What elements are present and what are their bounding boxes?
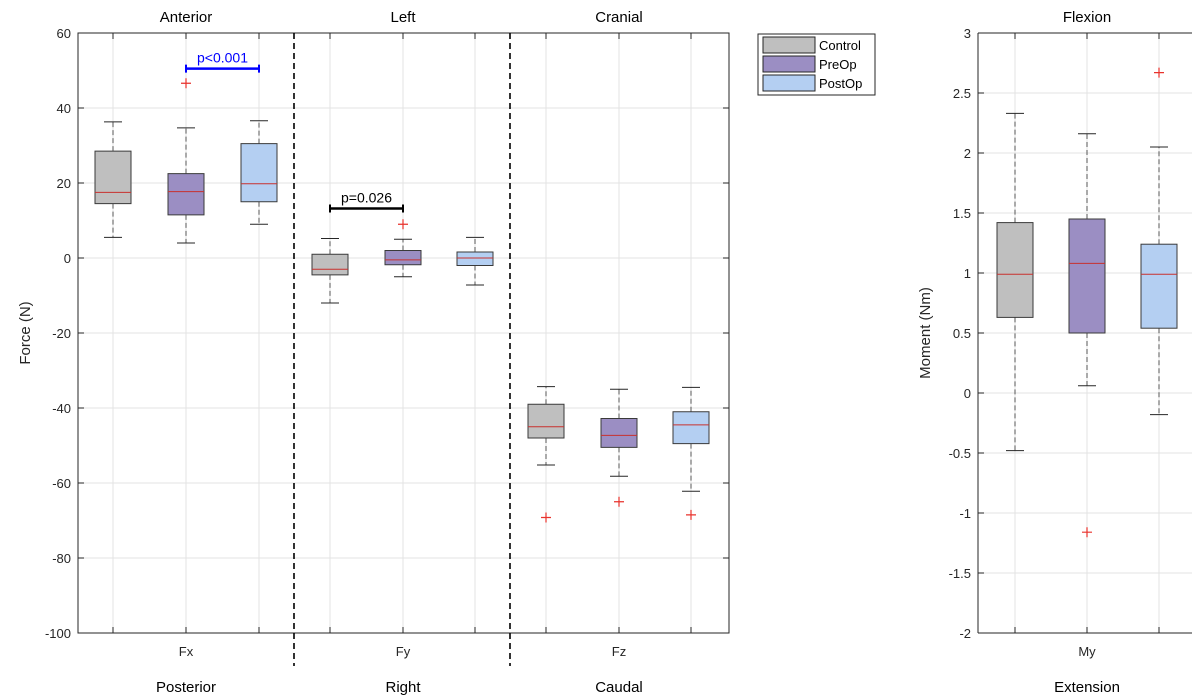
force-xtick-label: Fx bbox=[179, 644, 194, 659]
force-significance: p<0.001 p=0.026 bbox=[185, 50, 404, 213]
moment-ytick-label: 3 bbox=[964, 26, 971, 41]
moment-y-axis-label: Moment (Nm) bbox=[917, 287, 934, 379]
control-box bbox=[311, 253, 349, 276]
force-ytick-label: 60 bbox=[57, 26, 71, 41]
legend-swatch-control bbox=[762, 36, 816, 54]
legend-label-preop: PreOp bbox=[819, 57, 857, 72]
postop-box bbox=[456, 251, 494, 266]
force-ytick-label: -60 bbox=[52, 476, 71, 491]
moment-y-ticks: 3 2.5 2 1.5 1 0.5 0 -0.5 -1 -1.5 -2 bbox=[949, 26, 984, 641]
control-outlier bbox=[541, 512, 551, 523]
force-top-direction-label: Cranial bbox=[595, 9, 643, 26]
force-x-ticks: Fx Fy Fz bbox=[112, 33, 692, 659]
significance-label: p=0.026 bbox=[341, 190, 392, 206]
moment-ytick-label: -0.5 bbox=[949, 446, 971, 461]
legend-swatch-postop bbox=[762, 74, 816, 92]
force-dividers bbox=[293, 33, 511, 666]
postop-outlier bbox=[686, 509, 696, 520]
force-boxes bbox=[94, 78, 710, 523]
force-top-direction-label: Anterior bbox=[160, 9, 213, 26]
moment-ytick-label: 2.5 bbox=[953, 86, 971, 101]
legend-label-control: Control bbox=[819, 38, 861, 53]
force-bottom-direction-label: Posterior bbox=[156, 679, 216, 696]
moment-ytick-label: 0.5 bbox=[953, 326, 971, 341]
force-xtick-label: Fy bbox=[396, 644, 411, 659]
significance-label: p<0.001 bbox=[197, 50, 248, 66]
moment-ytick-label: 1.5 bbox=[953, 206, 971, 221]
moment-top-direction-label: Flexion bbox=[1063, 9, 1111, 26]
moment-ytick-label: -1.5 bbox=[949, 566, 971, 581]
preop-box bbox=[384, 250, 422, 266]
postop-outlier bbox=[1154, 67, 1164, 78]
force-top-direction-label: Left bbox=[390, 9, 416, 26]
legend: Control PreOp PostOp bbox=[757, 33, 876, 96]
force-ytick-label: 20 bbox=[57, 176, 71, 191]
postop-box bbox=[240, 143, 278, 203]
legend-swatch-preop bbox=[762, 55, 816, 73]
moment-direction-labels: Flexion Extension bbox=[1054, 9, 1120, 696]
force-direction-labels: Anterior Posterior Left Right Cranial Caudal bbox=[156, 9, 643, 696]
preop-box bbox=[167, 173, 205, 216]
force-ytick-label: 40 bbox=[57, 101, 71, 116]
force-ytick-label: -40 bbox=[52, 401, 71, 416]
preop-box bbox=[1068, 218, 1106, 334]
preop-outlier bbox=[614, 496, 624, 507]
moment-bottom-direction-label: Extension bbox=[1054, 679, 1120, 696]
moment-ytick-label: 2 bbox=[964, 146, 971, 161]
legend-label-postop: PostOp bbox=[819, 76, 862, 91]
force-bottom-direction-label: Caudal bbox=[595, 679, 643, 696]
moment-xtick-label: My bbox=[1078, 644, 1096, 659]
postop-box bbox=[1140, 243, 1178, 329]
force-ytick-label: -20 bbox=[52, 326, 71, 341]
control-box bbox=[527, 403, 565, 439]
moment-ytick-label: -1 bbox=[959, 506, 971, 521]
control-box bbox=[94, 150, 132, 205]
moment-ytick-label: 0 bbox=[964, 386, 971, 401]
moment-ytick-label: 1 bbox=[964, 266, 971, 281]
moment-x-ticks: My bbox=[1014, 33, 1160, 659]
preop-outlier bbox=[1082, 527, 1092, 538]
postop-box bbox=[672, 411, 710, 445]
force-y-ticks: 60 40 20 0 -20 -40 -60 -80 -100 bbox=[45, 26, 729, 641]
control-box bbox=[996, 222, 1034, 318]
force-ytick-label: -80 bbox=[52, 551, 71, 566]
force-ytick-label: -100 bbox=[45, 626, 71, 641]
force-bottom-direction-label: Right bbox=[385, 679, 421, 696]
preop-box bbox=[600, 418, 638, 448]
force-panel: 60 40 20 0 -20 -40 -60 -80 -100 Fx Fy Fz Anterior P… bbox=[17, 9, 730, 696]
moment-panel: 3 2.5 2 1.5 1 0.5 0 -0.5 -1 -1.5 -2 My Flexion Exte… bbox=[917, 9, 1192, 696]
preop-outlier bbox=[181, 78, 191, 89]
force-ytick-label: 0 bbox=[64, 251, 71, 266]
force-xtick-label: Fz bbox=[612, 644, 626, 659]
preop-outlier bbox=[398, 219, 408, 230]
force-y-axis-label: Force (N) bbox=[17, 301, 34, 364]
moment-ytick-label: -2 bbox=[959, 626, 971, 641]
moment-boxes bbox=[996, 67, 1178, 538]
